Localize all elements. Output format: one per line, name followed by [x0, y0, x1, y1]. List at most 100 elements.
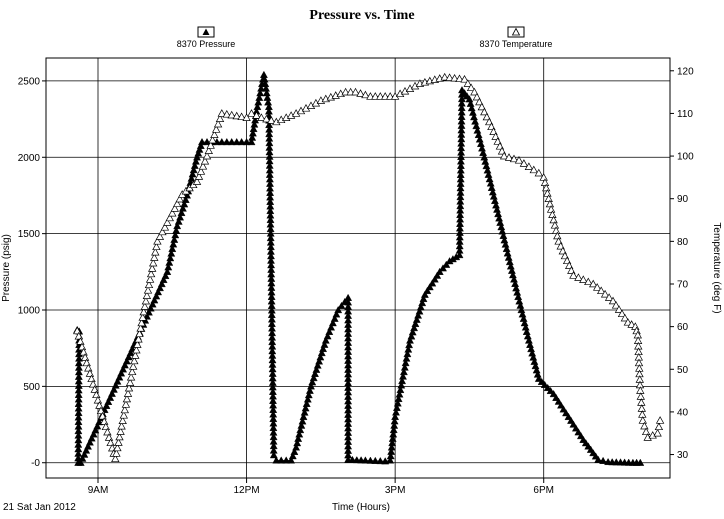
- temperature-point: [579, 275, 588, 283]
- pressure-point: [317, 348, 326, 357]
- pressure-point: [255, 93, 264, 101]
- pressure-point: [404, 345, 413, 353]
- pressure-point: [154, 288, 163, 296]
- temperature-point: [85, 369, 95, 377]
- pressure-point: [297, 421, 306, 429]
- temperature-point: [514, 155, 524, 164]
- temperature-point: [597, 286, 606, 295]
- pressure-point: [390, 417, 399, 425]
- pressure-point: [636, 458, 645, 466]
- temperature-point: [126, 372, 136, 381]
- pressure-point: [93, 422, 102, 430]
- temperature-point: [584, 277, 593, 286]
- pressure-point: [315, 357, 324, 365]
- pressure-point: [412, 315, 421, 323]
- temperature-point: [356, 89, 365, 97]
- y-left-tick-label: -0: [31, 458, 40, 469]
- pressure-point: [456, 193, 465, 201]
- temperature-point: [504, 153, 514, 161]
- pressure-point: [181, 195, 190, 203]
- temperature-point: [455, 74, 464, 83]
- pressure-point: [254, 98, 263, 106]
- pressure-point: [405, 340, 414, 349]
- pressure-point: [455, 228, 464, 236]
- temperature-point: [80, 353, 90, 361]
- temperature-point: [593, 283, 602, 291]
- pressure-point: [400, 363, 409, 371]
- pressure-point: [242, 137, 251, 146]
- temperature-point: [247, 109, 256, 117]
- pressure-point: [416, 303, 425, 311]
- pressure-point: [106, 393, 115, 401]
- temperature-point: [262, 114, 271, 123]
- pressure-point: [89, 430, 98, 438]
- pressure-point: [457, 139, 466, 147]
- pressure-point: [599, 456, 608, 464]
- temperature-point: [125, 378, 135, 386]
- pressure-point: [455, 250, 464, 259]
- temperature-point: [120, 405, 129, 414]
- pressure-point: [282, 456, 291, 464]
- pressure-point: [398, 376, 407, 385]
- pressure-point: [167, 249, 176, 257]
- y-right-tick-label: 70: [677, 279, 689, 290]
- pressure-point: [456, 161, 465, 169]
- pressure-point: [272, 456, 281, 464]
- temperature-point: [237, 112, 246, 121]
- temperature-point: [175, 194, 184, 203]
- pressure-point: [456, 188, 465, 196]
- pressure-point: [456, 184, 465, 192]
- temperature-point: [144, 280, 154, 289]
- temperature-point: [608, 296, 618, 305]
- pressure-point: [391, 412, 400, 420]
- temperature-point: [98, 411, 107, 420]
- legend-temperature-marker: [511, 27, 521, 36]
- pressure-point: [115, 373, 124, 381]
- pressure-point: [120, 361, 129, 369]
- temperature-point: [641, 427, 651, 436]
- pressure-point: [307, 382, 315, 390]
- pressure-point: [419, 294, 428, 302]
- temperature-point: [543, 189, 552, 197]
- pressure-point: [456, 206, 465, 214]
- y-right-tick-label: 90: [677, 194, 689, 205]
- temperature-point: [142, 291, 152, 299]
- pressure-point: [295, 430, 304, 438]
- temperature-point: [604, 293, 614, 301]
- series-layer: [73, 70, 665, 466]
- legend-pressure-label: 8370 Pressure: [177, 39, 236, 49]
- temperature-point: [475, 97, 484, 106]
- pressure-point: [159, 275, 168, 283]
- pressure-point: [439, 264, 447, 272]
- temperature-point: [146, 269, 156, 278]
- pressure-point: [397, 381, 406, 389]
- chart-title: Pressure vs. Time: [309, 8, 414, 23]
- temperature-point: [529, 165, 538, 174]
- pressure-point: [420, 290, 429, 298]
- pressure-point: [435, 267, 444, 275]
- pressure-point: [311, 369, 319, 377]
- temperature-point: [252, 111, 261, 119]
- y-left-tick-label: 1000: [18, 306, 41, 317]
- temperature-point: [158, 227, 167, 236]
- temperature-point: [215, 114, 225, 122]
- pressure-point: [293, 439, 302, 447]
- pressure-point: [389, 425, 398, 433]
- temperature-point: [170, 204, 179, 212]
- pressure-point: [287, 456, 296, 464]
- pressure-point: [178, 204, 187, 212]
- axes-layer: 9AM 12PM 3PM 6PM -0 500 1000 1500 2000 2500 30 40 50…: [18, 66, 694, 496]
- pressure-point: [455, 242, 464, 250]
- legend-pressure-marker: [202, 28, 210, 35]
- temperature-point: [267, 116, 276, 124]
- temperature-point: [90, 385, 99, 393]
- pressure-point: [394, 394, 403, 402]
- pressure-point: [402, 354, 411, 362]
- pressure-point: [163, 267, 172, 275]
- pressure-point: [410, 323, 419, 332]
- temperature-point: [463, 79, 472, 87]
- temperature-point: [466, 83, 476, 92]
- temperature-point: [124, 383, 134, 392]
- temperature-point: [196, 167, 206, 175]
- pressure-point: [253, 102, 262, 111]
